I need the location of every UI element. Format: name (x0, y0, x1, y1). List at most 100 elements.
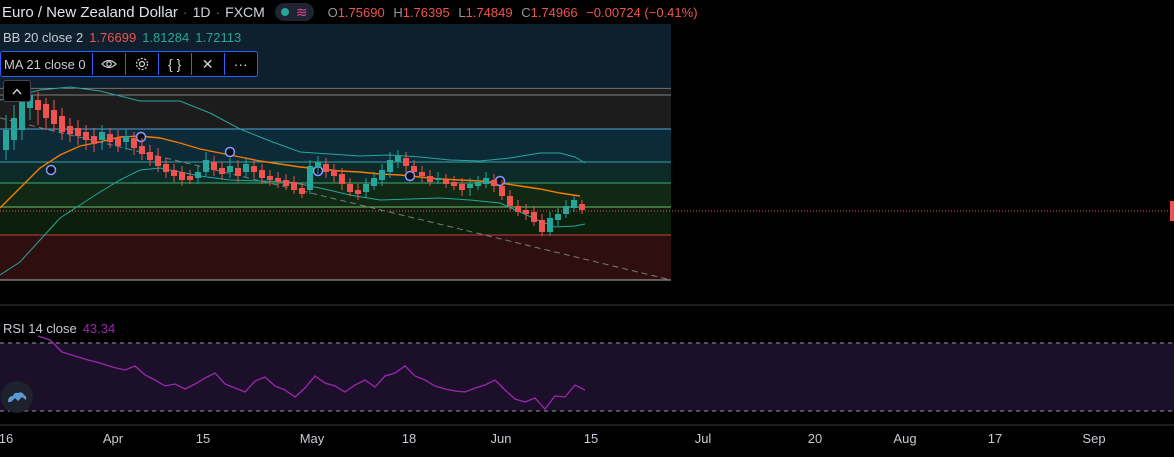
change-value: −0.00724 (−0.41%) (586, 4, 698, 20)
candle-down (235, 168, 241, 176)
candle-down (275, 178, 281, 182)
candle-down (163, 164, 169, 172)
bb-upper-value: 1.81284 (142, 29, 190, 45)
rsi-name: RSI 14 close (3, 320, 77, 336)
candle-down (283, 180, 289, 186)
bb-legend[interactable]: BB 20 close 2 1.76699 1.81284 1.72113 (0, 25, 244, 49)
candle-up (227, 166, 233, 172)
close-value: 1.74966 (530, 4, 578, 20)
candle-down (131, 138, 137, 148)
candle-up (315, 162, 321, 168)
high-value: 1.76395 (402, 4, 450, 20)
candle-down (291, 182, 297, 190)
candle-down (499, 186, 505, 196)
candle-up (27, 95, 33, 108)
market-open-dot-icon (280, 8, 289, 16)
candle-up (363, 184, 369, 192)
fib-retracement[interactable] (0, 87, 671, 281)
candle-up (475, 182, 481, 186)
eye-icon[interactable] (91, 53, 125, 75)
x-tick: Jun (490, 431, 512, 446)
candle-down (59, 116, 65, 132)
candle-down (251, 166, 257, 172)
bb-lower-value: 1.72113 (195, 29, 242, 45)
candle-up (371, 178, 377, 186)
close-icon[interactable]: ✕ (190, 53, 224, 75)
bb-upper-band (0, 86, 586, 164)
cloud-logo-icon (8, 392, 27, 402)
last-price-marker (1170, 201, 1174, 221)
collapse-legend-button[interactable] (3, 80, 31, 102)
candle-down (115, 138, 121, 146)
candle-down (531, 212, 537, 222)
candle-down (347, 184, 353, 192)
gear-icon[interactable] (124, 53, 158, 75)
candle-up (483, 178, 489, 184)
candle-up (435, 178, 441, 180)
candle-down (171, 170, 177, 176)
candle-down (75, 128, 81, 136)
candle-up (195, 172, 201, 178)
interval-label[interactable]: 1D (192, 4, 211, 20)
candle-down (155, 156, 161, 166)
braces-icon[interactable]: { } (157, 53, 191, 75)
candlestick-series[interactable] (3, 88, 585, 236)
candle-down (459, 184, 465, 190)
candle-up (203, 160, 209, 172)
ma-legend[interactable]: MA 21 close 0 { } ✕ ··· (0, 51, 258, 77)
x-tick: 15 (583, 431, 599, 446)
candle-up (11, 118, 17, 140)
candle-down (83, 132, 89, 140)
status-pill[interactable]: ≋ (274, 3, 314, 21)
tradingview-logo[interactable] (1, 381, 33, 413)
x-tick: Aug (893, 431, 917, 446)
candle-up (307, 166, 313, 190)
chart-header: Euro / New Zealand Dollar · 1D · FXCM ≋ … (0, 0, 1174, 24)
candle-down (539, 220, 545, 232)
candle-down (51, 110, 57, 124)
candle-down (219, 168, 225, 174)
x-tick: 20 (807, 431, 823, 446)
candle-down (91, 136, 97, 144)
bb-basis-value: 1.76699 (89, 29, 137, 45)
candle-down (179, 172, 185, 180)
candle-down (523, 210, 529, 214)
candle-down (411, 166, 417, 172)
trend-line[interactable] (0, 117, 672, 281)
candle-down (147, 152, 153, 160)
candle-up (123, 136, 129, 142)
candle-up (19, 98, 25, 130)
rsi-value: 43.34 (82, 320, 116, 336)
candle-down (107, 134, 113, 142)
candle-up (571, 200, 577, 208)
wave-icon: ≋ (295, 3, 308, 20)
x-tick: 16 (0, 431, 14, 446)
candle-up (563, 206, 569, 214)
x-tick: 18 (401, 431, 417, 446)
candle-down (355, 190, 361, 194)
candle-up (387, 160, 393, 172)
candle-up (379, 170, 385, 180)
exchange-label: FXCM (225, 4, 265, 20)
symbol-title[interactable]: Euro / New Zealand Dollar (2, 3, 178, 21)
x-tick: 17 (987, 431, 1003, 446)
candle-down (579, 204, 585, 210)
candle-up (3, 130, 9, 150)
candle-down (331, 170, 337, 176)
more-icon[interactable]: ··· (223, 53, 257, 75)
candle-up (555, 214, 561, 220)
candle-down (139, 146, 145, 154)
candle-down (267, 176, 273, 180)
candle-down (515, 206, 521, 212)
candle-down (67, 126, 73, 134)
bb-name: BB 20 close 2 (3, 29, 84, 45)
rsi-legend[interactable]: RSI 14 close 43.34 (0, 316, 118, 340)
x-tick: 15 (195, 431, 211, 446)
candle-down (491, 180, 497, 186)
rsi-band (0, 343, 1174, 411)
ohlc-readout: O1.75690 H1.76395 L1.74849 C1.74966 −0.0… (327, 4, 698, 20)
candle-down (419, 172, 425, 176)
candle-down (339, 174, 345, 184)
candle-down (443, 180, 449, 184)
